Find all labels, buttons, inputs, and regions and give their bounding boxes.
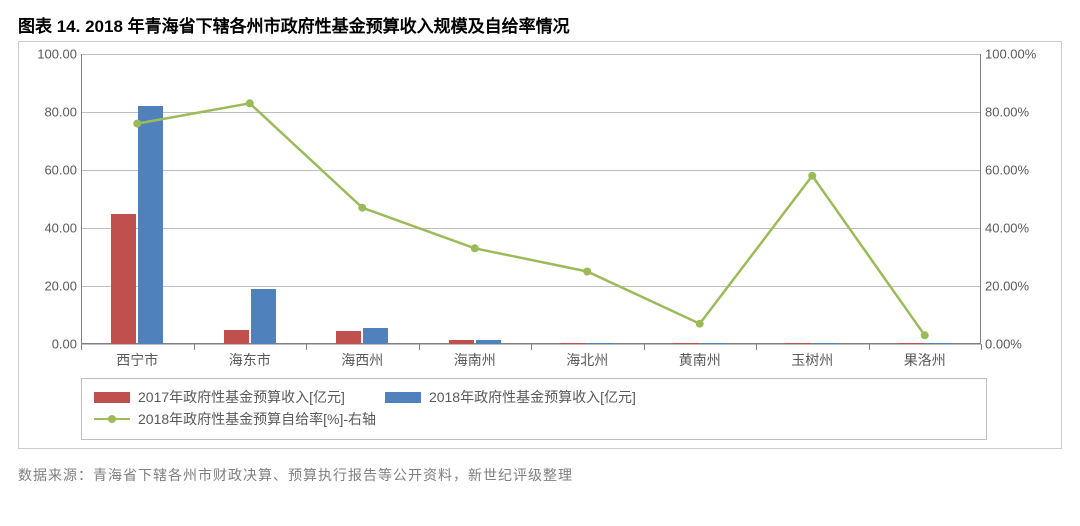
line-marker [696, 320, 704, 328]
line-marker [583, 268, 591, 276]
line-marker [133, 120, 141, 128]
chart-container: 0.00 0.00% 20.00 20.00% 40.00 40.00% 60.00 60.0… [18, 41, 1062, 449]
line-marker [471, 244, 479, 252]
category-label: 海北州 [566, 350, 608, 370]
legend: 2017年政府性基金预算收入[亿元] 2018年政府性基金预算收入[亿元] 20… [81, 378, 987, 440]
category-label: 玉树州 [791, 350, 833, 370]
line-marker [358, 204, 366, 212]
line-marker [246, 99, 254, 107]
y-left-tick-label: 0.00 [33, 337, 77, 352]
y-left-tick-label: 100.00 [33, 47, 77, 62]
legend-item-2018: 2018年政府性基金预算收入[亿元] [385, 387, 636, 407]
x-tick [981, 344, 982, 350]
category-label: 海东市 [229, 350, 271, 370]
y-right-tick-label: 40.00% [985, 221, 1043, 236]
y-right-tick-label: 0.00% [985, 337, 1043, 352]
line-marker [921, 331, 929, 339]
legend-swatch-2017 [94, 392, 130, 403]
legend-label-2018: 2018年政府性基金预算收入[亿元] [429, 387, 636, 407]
y-left-tick-label: 60.00 [33, 163, 77, 178]
x-tick [531, 344, 532, 350]
legend-swatch-rate [94, 412, 130, 426]
legend-item-2017: 2017年政府性基金预算收入[亿元] [94, 387, 345, 407]
y-left-tick-label: 20.00 [33, 279, 77, 294]
legend-label-2017: 2017年政府性基金预算收入[亿元] [138, 387, 345, 407]
y-right-tick-label: 80.00% [985, 105, 1043, 120]
chart-title: 图表 14. 2018 年青海省下辖各州市政府性基金预算收入规模及自给率情况 [18, 12, 1062, 37]
x-tick [194, 344, 195, 350]
x-tick [81, 344, 82, 350]
category-label: 海西州 [341, 350, 383, 370]
x-tick [644, 344, 645, 350]
category-label: 海南州 [454, 350, 496, 370]
line-marker [808, 172, 816, 180]
line-series [81, 54, 981, 344]
x-tick [306, 344, 307, 350]
category-label: 黄南州 [679, 350, 721, 370]
y-right-tick-label: 100.00% [985, 47, 1043, 62]
x-tick [869, 344, 870, 350]
legend-swatch-2018 [385, 392, 421, 403]
y-right-tick-label: 60.00% [985, 163, 1043, 178]
y-right-tick-label: 20.00% [985, 279, 1043, 294]
category-label: 果洛州 [904, 350, 946, 370]
plot-area: 0.000.00%20.0020.00%40.0040.00%60.0060.0… [81, 54, 981, 344]
legend-label-rate: 2018年政府性基金预算自给率[%]-右轴 [138, 409, 376, 429]
x-tick [419, 344, 420, 350]
y-left-tick-label: 80.00 [33, 105, 77, 120]
legend-item-rate: 2018年政府性基金预算自给率[%]-右轴 [94, 409, 376, 429]
x-tick [756, 344, 757, 350]
y-left-tick-label: 40.00 [33, 221, 77, 236]
data-source: 数据来源：青海省下辖各州市财政决算、预算执行报告等公开资料，新世纪评级整理 [18, 465, 1062, 485]
category-label: 西宁市 [116, 350, 158, 370]
